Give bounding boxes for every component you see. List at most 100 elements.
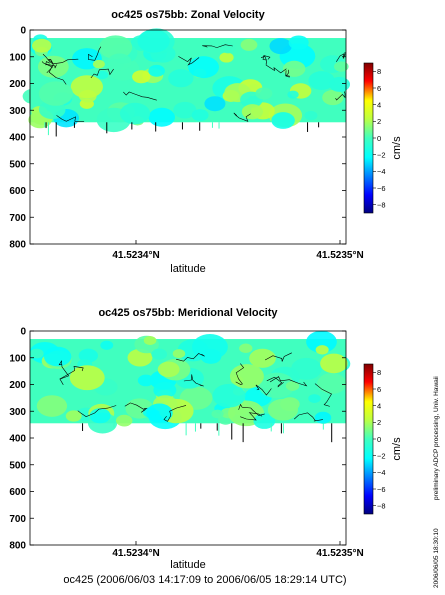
y-tick-label: 300 — [9, 407, 26, 418]
field-patch — [69, 365, 105, 391]
contour-line — [255, 384, 272, 396]
field-patch — [240, 38, 258, 51]
contour-line — [123, 91, 157, 101]
field-patch — [107, 53, 132, 71]
colorbar: 8 6 4 2 0 −2 −4 −6 −8 cm/s — [363, 363, 403, 515]
field-patch — [92, 59, 105, 69]
field-patch — [267, 398, 299, 421]
colorbar-tick-label: −4 — [377, 468, 386, 477]
y-tick-label: 0 — [20, 26, 26, 37]
colorbar-tick-label: −8 — [377, 200, 386, 209]
colorbar-tick-label: −2 — [377, 150, 386, 159]
x-tick-label: 41.5235°N — [316, 250, 363, 261]
field-patch — [304, 110, 318, 121]
contour-line — [235, 363, 245, 385]
x-tick-label: 41.5235°N — [316, 548, 363, 559]
contour-line — [238, 403, 265, 416]
chart-title: oc425 os75bb: Meridional Velocity — [98, 307, 278, 319]
field-patch — [115, 414, 133, 427]
field-patch — [314, 411, 332, 424]
field-patch — [320, 353, 348, 374]
field-patch — [137, 374, 155, 387]
contour-line — [183, 374, 204, 387]
field-patch — [153, 381, 177, 399]
field-patch — [43, 346, 72, 367]
field-patch — [291, 357, 322, 380]
contour-line — [336, 52, 346, 62]
contour-line — [178, 56, 200, 66]
footer-caption: oc425 (2006/06/03 14:17:09 to 2006/06/05… — [63, 574, 346, 586]
field-patch — [188, 56, 219, 79]
y-tick-label: 700 — [9, 514, 26, 525]
colorbar-tick-label: 2 — [377, 418, 381, 427]
contour-line — [314, 383, 332, 407]
field-patch — [119, 102, 151, 125]
velocity-field — [22, 28, 351, 137]
field-patch — [271, 112, 295, 129]
contour-line — [87, 46, 102, 61]
field-patch — [229, 364, 264, 389]
contour-line — [269, 376, 308, 387]
y-tick-label: 400 — [9, 133, 26, 144]
chart-panel-2: oc425 os75bb: Meridional Velocity 0 100 200… — [9, 307, 403, 571]
field-patch — [168, 69, 194, 88]
y-tick-label: 500 — [9, 460, 26, 471]
colorbar-tick-label: 0 — [377, 435, 381, 444]
field-patch — [137, 29, 170, 53]
side-note: preliminary ADCP processing, Univ. Hawai… — [433, 376, 440, 500]
colorbar-tick-label: −4 — [377, 167, 386, 176]
field-patch — [211, 409, 224, 419]
velocity-field — [29, 330, 351, 443]
colorbar-tick-label: 2 — [377, 117, 381, 126]
y-tick-label: 100 — [9, 52, 26, 63]
field-patch — [151, 348, 168, 360]
field-patch — [96, 70, 109, 80]
field-patch — [132, 70, 151, 84]
field-patch — [78, 348, 98, 363]
colorbar-tick-label: 8 — [377, 67, 381, 76]
field-patch — [315, 345, 329, 355]
field-patch — [192, 334, 228, 360]
y-tick-label: 600 — [9, 186, 26, 197]
contour-line — [260, 55, 271, 61]
field-patch — [334, 61, 349, 72]
y-tick-label: 300 — [9, 106, 26, 117]
y-tick-label: 400 — [9, 434, 26, 445]
contour-line — [41, 61, 67, 85]
field-patch — [22, 88, 45, 104]
field-patch — [317, 372, 347, 394]
field-patch — [191, 109, 209, 122]
colorbar-tick-label: 8 — [377, 368, 381, 377]
colorbar-scale — [363, 363, 374, 515]
colorbar-scale — [363, 62, 374, 214]
field-patch — [173, 101, 197, 119]
contour-line — [265, 60, 287, 74]
field-patch — [143, 336, 157, 345]
chart-title: oc425 os75bb: Zonal Velocity — [111, 9, 265, 21]
x-axis-label: latitude — [170, 559, 205, 571]
contour-line — [202, 44, 233, 48]
contour-line — [285, 69, 290, 78]
contour-line — [124, 402, 148, 413]
contour-line — [45, 61, 57, 69]
field-patch — [212, 383, 246, 408]
field-patch — [285, 381, 300, 391]
y-tick-label: 800 — [9, 240, 26, 251]
field-patch — [219, 52, 234, 63]
y-tick-label: 700 — [9, 213, 26, 224]
chart-panel-1: oc425 os75bb: Zonal Velocity010020030040… — [9, 9, 403, 275]
colorbar-tick-label: 6 — [377, 385, 381, 394]
contour-line — [163, 405, 187, 422]
field-patch — [220, 42, 236, 54]
field-patch — [204, 96, 226, 112]
contour-line — [56, 115, 85, 122]
contour-line — [176, 353, 205, 362]
y-tick-label: 500 — [9, 159, 26, 170]
x-tick-label: 41.5234°N — [112, 548, 159, 559]
field-patch — [89, 408, 111, 424]
field-patch — [249, 348, 276, 368]
contour-line — [266, 376, 284, 388]
colorbar-tick-label: −8 — [377, 501, 386, 510]
contour-line — [335, 91, 346, 101]
